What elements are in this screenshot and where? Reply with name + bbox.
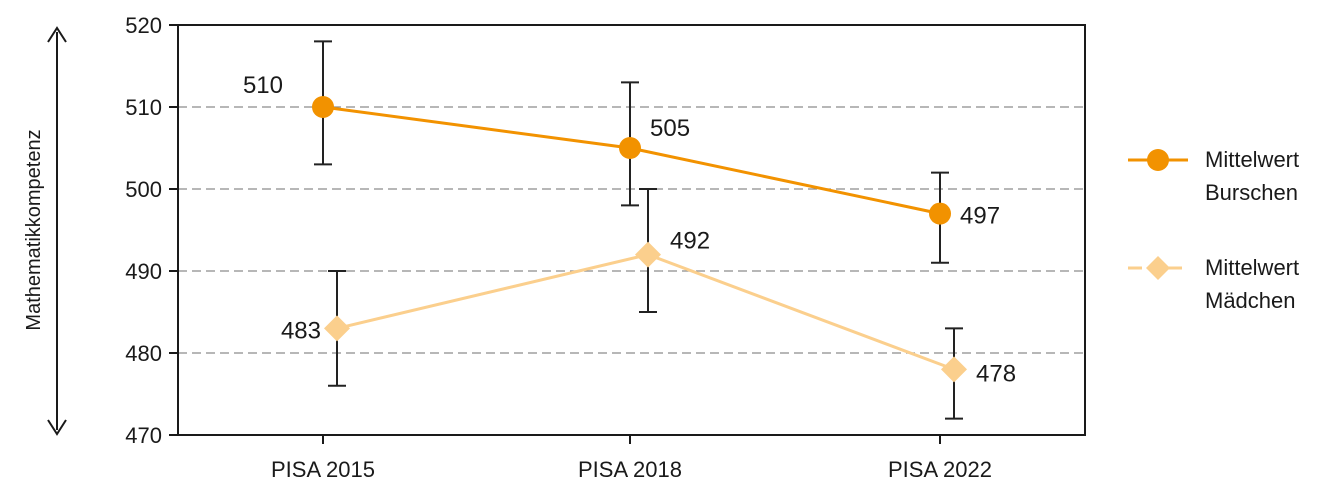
data-label: 483 — [281, 317, 321, 344]
data-point — [619, 137, 641, 159]
legend-label-line1: Mittelwert — [1205, 255, 1299, 280]
y-axis-ticks: 470 480 490 500 510 520 — [125, 13, 178, 448]
gridlines — [178, 106, 1085, 354]
legend: Mittelwert Burschen Mittelwert Mädchen — [1128, 147, 1299, 313]
legend-item-burschen: Mittelwert Burschen — [1128, 147, 1299, 205]
x-tick-label: PISA 2018 — [578, 457, 682, 482]
data-label: 497 — [960, 203, 1000, 230]
y-tick-label: 510 — [125, 95, 162, 120]
y-tick-label: 500 — [125, 177, 162, 202]
y-tick-label: 470 — [125, 423, 162, 448]
data-point — [324, 315, 350, 342]
x-tick-label: PISA 2022 — [888, 457, 992, 482]
data-point — [929, 202, 951, 225]
x-tick-label: PISA 2015 — [271, 457, 375, 482]
y-tick-label: 520 — [125, 13, 162, 38]
legend-label-line1: Mittelwert — [1205, 147, 1299, 172]
plot-area-frame — [177, 24, 1086, 436]
series-burschen: 510 505 497 — [243, 40, 1000, 264]
data-label: 492 — [670, 228, 710, 255]
legend-marker — [1146, 256, 1170, 280]
legend-label-line2: Burschen — [1205, 180, 1298, 205]
legend-item-maedchen: Mittelwert Mädchen — [1128, 255, 1299, 313]
x-axis-ticks: PISA 2015 PISA 2018 PISA 2022 — [271, 435, 992, 482]
data-label: 510 — [243, 72, 283, 99]
series: 510 505 497 483 492 478 — [243, 40, 1016, 420]
y-tick-label: 490 — [125, 259, 162, 284]
series-line — [322, 105, 941, 216]
y-axis-arrow — [47, 26, 67, 436]
legend-marker — [1147, 149, 1169, 171]
data-point — [941, 356, 967, 383]
data-point — [312, 96, 334, 118]
data-label: 478 — [976, 360, 1016, 387]
y-tick-label: 480 — [125, 341, 162, 366]
legend-label-line2: Mädchen — [1205, 288, 1296, 313]
data-label: 505 — [650, 115, 690, 142]
y-axis-label: Mathematikkompetenz — [23, 129, 45, 330]
data-point — [635, 241, 661, 268]
series-maedchen: 483 492 478 — [281, 188, 1016, 420]
